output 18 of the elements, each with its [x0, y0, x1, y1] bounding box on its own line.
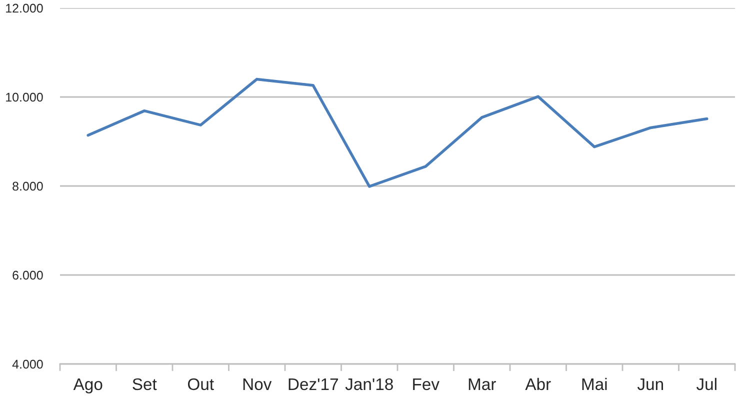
- x-tick-label: Nov: [243, 378, 272, 390]
- x-tick-label: Mar: [468, 378, 496, 390]
- x-tick-label: Abr: [525, 378, 551, 390]
- y-tick-label: 8.000: [12, 182, 43, 191]
- y-tick-label: 4.000: [12, 360, 43, 369]
- x-tick-label: Mai: [582, 378, 607, 390]
- x-tick-label: Ago: [73, 378, 102, 394]
- y-tick-label: 10.000: [6, 92, 43, 102]
- x-tick-label: Set: [132, 378, 157, 390]
- y-tick-label: 6.000: [12, 270, 43, 280]
- x-tick-label: Out: [188, 378, 214, 390]
- line-series: [86, 78, 708, 188]
- x-tick-label: Jul: [696, 378, 716, 390]
- x-tick-label: Dez'17: [288, 378, 338, 390]
- x-tick-label: Fev: [413, 378, 440, 390]
- x-tick-label: Jan'18: [345, 378, 393, 390]
- x-tick-label: Jun: [637, 378, 663, 390]
- y-tick-label: 12.000: [6, 4, 43, 13]
